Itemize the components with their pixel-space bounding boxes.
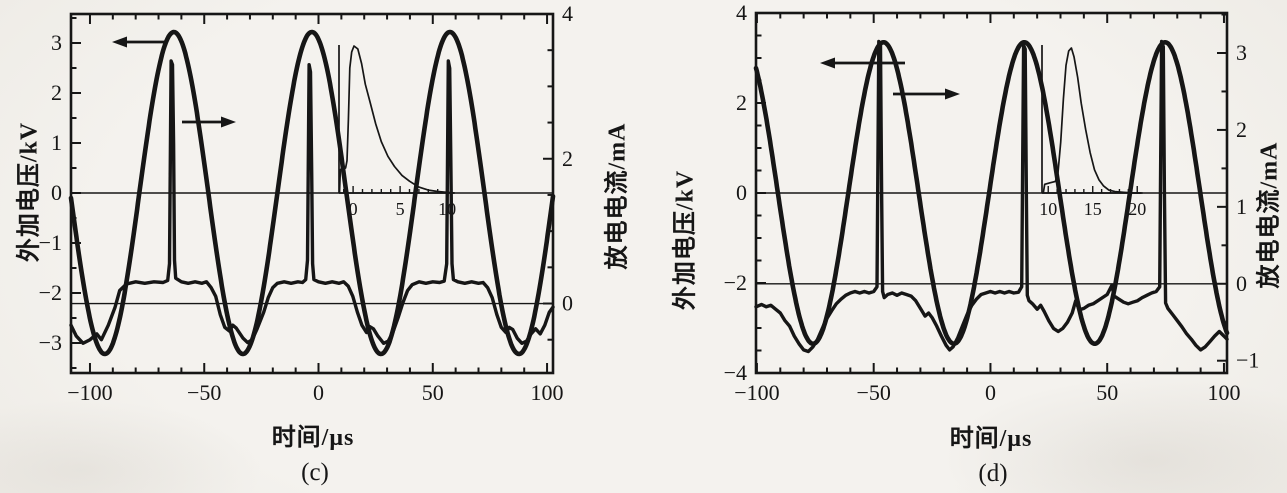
chart-d-plot: 10 15 20 −100 −50 0 50 100 −4 −2 0 2 4 −1 0 1 2 3	[724, 0, 1260, 405]
y-left-tick-label: −3	[39, 330, 62, 355]
inset-tick-label: 15	[1084, 199, 1102, 219]
inset-pulse-plot: 0 5 10	[338, 45, 456, 219]
y-right-tick-label: 4	[562, 1, 573, 26]
chart-d-ylabel-voltage: 外加电压/kV	[672, 169, 699, 311]
y-right-tick-label: 0	[1236, 271, 1247, 296]
x-tick-label: 0	[313, 380, 324, 405]
left-axis-arrow	[112, 36, 168, 48]
inset-tick-label: 5	[396, 199, 405, 219]
arrowhead	[112, 36, 127, 48]
right-axis-arrow	[182, 116, 236, 128]
axis-ticks	[755, 12, 1227, 374]
y-left-tick-label: −2	[724, 270, 747, 295]
x-tick-label: 50	[1096, 380, 1118, 405]
x-tick-label: 50	[422, 380, 444, 405]
x-tick-label: 100	[1207, 380, 1240, 405]
chart-c: 0 5 10 −100 −50 0 50 100 −3 −2 −1 0 1 2 3 0 2 4 外加电压/kV 放…	[16, 1, 631, 486]
chart-d-ylabel-current: 放电电流/mA	[1256, 141, 1283, 289]
current-trace	[69, 59, 555, 345]
y-left-tick-label: −1	[39, 230, 62, 255]
chart-c-ylabel-current: 放电电流/mA	[604, 122, 631, 270]
y-left-tick-label: 2	[51, 80, 62, 105]
y-left-tick-label: 3	[51, 30, 62, 55]
y-left-tick-label: 1	[51, 130, 62, 155]
arrowhead	[221, 116, 236, 128]
left-axis-arrow	[820, 57, 905, 69]
inset-current-pulse	[338, 45, 455, 194]
y-right-tick-label: 2	[1236, 117, 1247, 142]
y-left-tick-label: 4	[736, 0, 747, 25]
arrowhead	[820, 57, 835, 69]
x-tick-label: 100	[531, 380, 564, 405]
inset-tick-label: 0	[349, 199, 358, 219]
chart-c-ylabel-voltage: 外加电压/kV	[16, 121, 43, 263]
y-right-tick-label: 0	[562, 291, 573, 316]
inset-tick-label: 10	[1039, 199, 1057, 219]
voltage-trace	[753, 40, 1230, 346]
y-right-tick-label: −1	[1236, 348, 1259, 373]
y-right-tick-label: 3	[1236, 40, 1247, 65]
y-left-tick-label: −4	[724, 360, 747, 385]
y-right-tick-label: 1	[1236, 194, 1247, 219]
y-left-tick-label: 0	[51, 180, 62, 205]
axis-ticks	[71, 13, 553, 373]
inset-tick-label: 20	[1128, 199, 1146, 219]
x-tick-label: −100	[734, 380, 779, 405]
chart-d-xlabel: 时间/μs	[949, 426, 1033, 452]
y-right-tick-label: 2	[562, 146, 573, 171]
y-left-tick-label: −2	[39, 280, 62, 305]
chart-c-xlabel: 时间/μs	[271, 425, 355, 451]
arrowhead	[945, 88, 960, 100]
x-tick-label: −50	[856, 380, 890, 405]
y-left-tick-label: 2	[736, 90, 747, 115]
x-tick-label: −100	[67, 380, 112, 405]
x-tick-label: −50	[187, 380, 221, 405]
x-tick-label: 0	[985, 380, 996, 405]
right-axis-arrow	[893, 88, 960, 100]
chart-c-caption: (c)	[301, 459, 329, 486]
y-left-tick-label: 0	[736, 180, 747, 205]
voltage-trace	[68, 29, 556, 357]
current-trace	[754, 39, 1229, 354]
chart-d-caption: (d)	[978, 460, 1008, 487]
chart-d: 10 15 20 −100 −50 0 50 100 −4 −2 0 2 4 −1 0 1 2 3 外加电压/kV…	[660, 0, 1287, 493]
